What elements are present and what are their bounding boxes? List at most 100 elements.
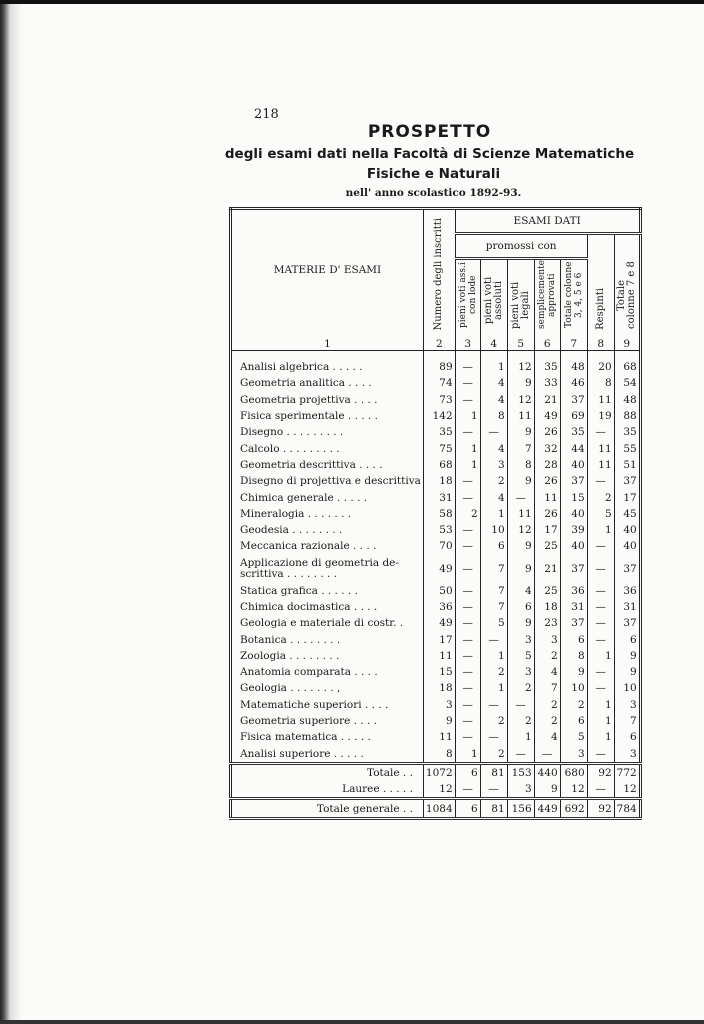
cell-col2: 12 <box>422 781 456 799</box>
cell-col8: — <box>586 680 615 697</box>
cell-col8: 92 <box>586 797 615 820</box>
cell-col9: 9 <box>613 647 641 665</box>
cell-col2: 3 <box>422 696 456 713</box>
column-number-8: 8 <box>586 330 615 351</box>
cell-col6: 33 <box>533 375 561 392</box>
cell-col2: 49 <box>422 615 456 632</box>
cell-col5: 7 <box>506 440 535 457</box>
cell-col9: 3 <box>613 696 641 713</box>
cell-col7: 40 <box>559 538 588 555</box>
cell-col6: 32 <box>533 440 561 457</box>
cell-col6: 9 <box>533 781 561 799</box>
cell-col4: 4 <box>479 489 508 506</box>
cell-col4: 1 <box>479 680 508 697</box>
row-label: Analisi algebrica . . . . . <box>240 361 363 374</box>
table-row: Anatomia comparata . . . . 15—2 3 4 9—9 <box>231 664 641 681</box>
cell-col2: 36 <box>422 598 456 616</box>
row-label: Statica grafica . . . . . . <box>240 584 358 597</box>
cell-col8: — <box>586 582 615 599</box>
cell-col9: 68 <box>613 359 641 376</box>
row-label: Disegno . . . . . . . . . <box>240 426 344 439</box>
cell-col7: 69 <box>559 407 588 425</box>
cell-col8: — <box>586 745 615 764</box>
cell-col6: 440 <box>533 761 561 782</box>
header-col8: Respinti <box>594 288 606 330</box>
table-row: Chimica generale . . . . . 31—4—11 15 2 17 <box>231 489 641 506</box>
row-label: Applicazione di geometria de- scrittiva … <box>240 556 399 580</box>
cell-col5: 1 <box>506 729 535 746</box>
cell-col4: — <box>479 781 508 799</box>
cell-col3: — <box>454 424 481 441</box>
cell-col3: — <box>454 615 481 632</box>
cell-col7: 5 <box>559 729 588 746</box>
cell-col3: — <box>454 538 481 555</box>
table-row: Disegno di projettiva e descrittiva 18—2 9… <box>231 473 641 490</box>
header-col7: Totale colonne 3, 4, 5 e 6 <box>563 261 584 329</box>
cell-col6: 4 <box>533 664 561 681</box>
document-subtitle: degli esami dati nella Facoltà di Scienz… <box>224 146 635 162</box>
cell-col9: 51 <box>613 456 641 474</box>
cell-col5: 9 <box>506 375 535 392</box>
cell-col9: 6 <box>613 729 641 746</box>
header-promossi-con: promossi con <box>485 240 557 252</box>
cell-col3: — <box>454 631 481 648</box>
cell-col9: 40 <box>613 538 641 555</box>
cell-col9: 772 <box>613 761 641 782</box>
cell-col3: — <box>454 359 481 376</box>
scan-border-top <box>0 0 704 4</box>
table-row: Fisica matematica . . . . . 11— —1 4 5 1 6 <box>231 729 641 746</box>
cell-col3: 1 <box>454 407 481 425</box>
header-materie: MATERIE D' ESAMI <box>273 264 382 276</box>
row-label: Fisica matematica . . . . . <box>240 731 371 744</box>
cell-col8: — <box>586 781 615 799</box>
page-binding-edge <box>0 0 22 1024</box>
cell-col5: 9 <box>506 615 535 632</box>
spacer-row <box>231 350 641 359</box>
cell-col4: 1 <box>479 505 508 522</box>
cell-col8: 92 <box>586 761 615 782</box>
table-row: Calcolo . . . . . . . . . 75 1 4 7 32 44 11 55 <box>231 440 641 457</box>
row-label: Totale . . <box>230 761 424 782</box>
row-label: Geometria analitica . . . . <box>240 377 372 390</box>
row-label: Geodesia . . . . . . . . <box>240 524 343 537</box>
cell-col5: — <box>506 489 535 506</box>
cell-col9: 31 <box>613 598 641 616</box>
row-label: Matematiche superiori . . . . <box>240 698 389 711</box>
table-row: Disegno . . . . . . . . . 35— —9 26 35—35 <box>231 424 641 441</box>
table-row: Geodesia . . . . . . . . 53—10 12 17 39 1 40 <box>231 521 641 539</box>
header-esami-dati: ESAMI DATI <box>513 215 581 227</box>
cell-col7: 37 <box>559 554 588 583</box>
cell-col2: 74 <box>422 375 456 392</box>
cell-col6: — <box>533 745 561 764</box>
cell-col8: — <box>586 631 615 648</box>
cell-col6: 2 <box>533 696 561 713</box>
cell-col4: 81 <box>479 761 508 782</box>
cell-col3: — <box>454 489 481 506</box>
table-row: Matematiche superiori . . . . 3— — —2 2 1 3 <box>231 696 641 713</box>
cell-col5: 6 <box>506 598 535 616</box>
cell-col5: 9 <box>506 473 535 490</box>
cell-col4: 1 <box>479 647 508 665</box>
cell-col7: 9 <box>559 664 588 681</box>
cell-col4: 4 <box>479 375 508 392</box>
exam-table: MATERIE D' ESAMI Numero degli inscritti … <box>229 207 642 820</box>
cell-col4: 5 <box>479 615 508 632</box>
cell-col3: — <box>454 473 481 490</box>
cell-col2: 75 <box>422 440 456 457</box>
cell-col5: 3 <box>506 664 535 681</box>
cell-col8: 1 <box>586 729 615 746</box>
cell-col7: 10 <box>559 680 588 697</box>
cell-col9: 88 <box>613 407 641 425</box>
scan-border-bottom <box>0 1020 704 1024</box>
cell-col3: 1 <box>454 456 481 474</box>
table-row: Analisi algebrica . . . . . 89—1 12 35 48 20 6… <box>231 359 641 376</box>
cell-col7: 37 <box>559 615 588 632</box>
cell-col4: 81 <box>479 797 508 820</box>
cell-col7: 6 <box>559 712 588 730</box>
cell-col2: 31 <box>422 489 456 506</box>
header-numero: Numero degli inscritti <box>433 217 445 330</box>
column-number-1: 1 <box>324 338 331 350</box>
table-row: Botanica . . . . . . . . 17— —3 3 6—6 <box>231 631 641 648</box>
cell-col8: — <box>586 615 615 632</box>
cell-col6: 26 <box>533 473 561 490</box>
